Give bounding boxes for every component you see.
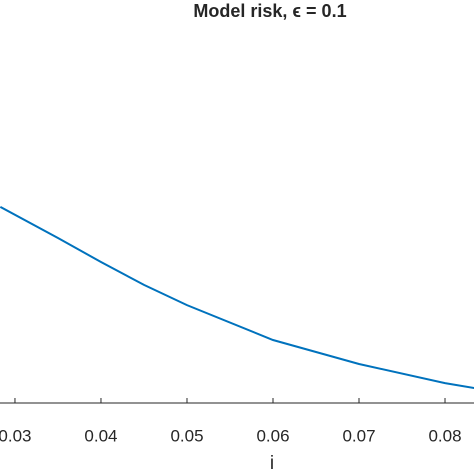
x-axis-label: i xyxy=(270,453,274,474)
line-series xyxy=(0,205,474,389)
x-tick-label: 0.04 xyxy=(84,426,117,445)
x-tick-label: 0.07 xyxy=(342,426,375,445)
x-tick-label: 0.05 xyxy=(170,426,203,445)
x-tick-label: 0.08 xyxy=(428,426,461,445)
x-tick-label: 0.06 xyxy=(256,426,289,445)
x-tick-label: 0.03 xyxy=(0,426,32,445)
chart-title: Model risk, ϵ = 0.1 xyxy=(193,1,346,21)
